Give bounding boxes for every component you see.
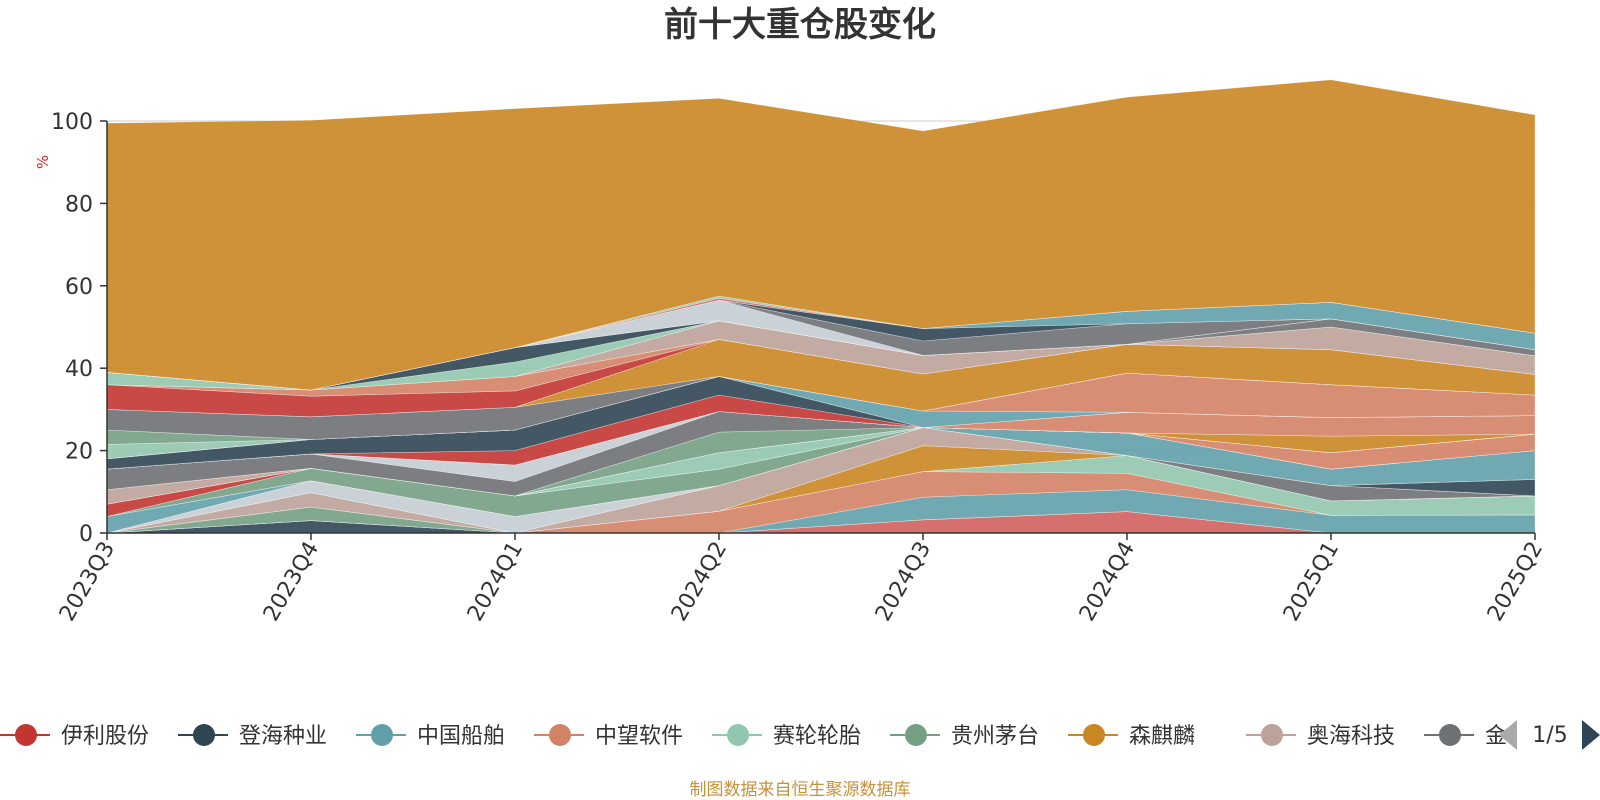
legend-item[interactable]: 登海种业 [178,724,327,749]
legend-label: 中望软件 [595,724,683,749]
legend-item[interactable]: 伊利股份 [0,724,149,749]
legend-label: 奥海科技 [1307,724,1395,749]
x-tick-label: 2025Q1 [1279,538,1344,626]
legend-circle-marker [1083,724,1105,746]
legend-pager: 1/5 [1499,720,1600,750]
y-tick-label: 40 [65,357,93,382]
legend-item[interactable]: 中望软件 [534,724,683,749]
legend-circle-marker [727,724,749,746]
y-axis-unit-label: % [34,155,52,169]
data-source-note: 制图数据来自恒生聚源数据库 [690,780,911,800]
y-tick-label: 0 [79,522,93,547]
y-tick-label: 80 [65,192,93,217]
x-tick-label: 2024Q2 [667,538,732,626]
area-series-43 [106,79,1536,391]
legend-label: 森麒麟 [1129,724,1195,749]
legend-item[interactable]: 金 [1424,724,1507,749]
y-tick-label: 100 [51,110,93,135]
legend-circle-marker [905,724,927,746]
x-tick-label: 2025Q2 [1483,538,1548,626]
legend-label: 贵州茅台 [951,724,1039,749]
legend-circle-marker [15,724,37,746]
legend-prev-page-icon[interactable] [1499,720,1517,750]
legend-next-page-icon[interactable] [1582,720,1600,750]
y-tick-label: 60 [65,275,93,300]
x-tick-label: 2023Q3 [55,538,120,626]
legend-label: 金 [1485,724,1507,749]
legend-circle-marker [371,724,393,746]
legend-label: 赛轮轮胎 [773,724,861,749]
legend: 伊利股份 登海种业 中国船舶 中望软件 赛轮轮胎 贵州茅台 森麒麟 奥海科技 金 [0,724,1507,749]
stacked-area-series [106,79,1536,534]
y-tick-label: 20 [65,440,93,465]
legend-label: 中国船舶 [417,724,505,749]
legend-item[interactable]: 中国船舶 [356,724,505,749]
legend-item[interactable]: 森麒麟 [1068,724,1195,749]
legend-circle-marker [549,724,571,746]
legend-item[interactable]: 贵州茅台 [890,724,1039,749]
legend-label: 登海种业 [239,724,327,749]
legend-item[interactable]: 赛轮轮胎 [712,724,861,749]
legend-circle-marker [1439,724,1461,746]
legend-page-indicator: 1/5 [1532,723,1567,748]
legend-circle-marker [193,724,215,746]
x-tick-label: 2024Q1 [463,538,528,626]
x-tick-label: 2024Q3 [871,538,936,626]
chart-title: 前十大重仓股变化 [664,5,936,45]
legend-label: 伊利股份 [61,724,149,749]
x-tick-label: 2023Q4 [259,538,324,626]
legend-item[interactable]: 奥海科技 [1246,724,1395,749]
legend-circle-marker [1261,724,1283,746]
x-tick-label: 2024Q4 [1075,538,1140,626]
